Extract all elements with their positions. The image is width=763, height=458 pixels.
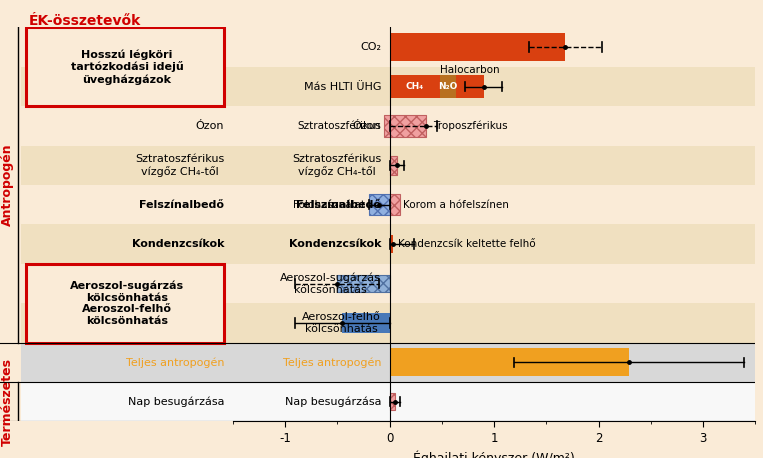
Text: CH₄: CH₄ [406, 82, 423, 91]
Text: ÉK-összetevők: ÉK-összetevők [29, 14, 141, 28]
Text: Nap besugárzása: Nap besugárzása [285, 397, 382, 407]
Text: Korom a hófelszínen: Korom a hófelszínen [403, 200, 509, 210]
Text: Felszínalbedő: Felszínalbedő [296, 200, 382, 210]
Text: Ózon: Ózon [196, 121, 224, 131]
Bar [343, 313, 390, 333]
Bar [233, 67, 755, 106]
Text: Teljes antropogén: Teljes antropogén [282, 357, 382, 367]
Bar [21, 382, 233, 421]
Bar [21, 27, 233, 67]
Bar [21, 67, 233, 106]
Bar [390, 235, 393, 253]
Bar [21, 146, 233, 185]
Bar [337, 275, 389, 292]
Bar [233, 146, 755, 185]
Text: CO₂: CO₂ [360, 42, 382, 52]
Bar [21, 303, 233, 343]
Text: Halocarbon: Halocarbon [440, 65, 500, 75]
Text: Kondenzcsíkok: Kondenzcsíkok [288, 239, 382, 249]
FancyBboxPatch shape [26, 27, 224, 106]
Bar [439, 75, 456, 98]
Bar [21, 343, 233, 382]
Text: Kondenzcsíkok: Kondenzcsíkok [132, 239, 224, 249]
Bar [233, 185, 755, 224]
Bar [21, 224, 233, 264]
Text: Természetes: Természetes [1, 358, 14, 446]
Text: Antropogén: Antropogén [1, 144, 14, 226]
Bar [233, 27, 755, 67]
Text: Földhasználat: Földhasználat [294, 200, 365, 210]
Bar [21, 185, 233, 224]
Text: Aeroszol-felhő
kölcsönhatás: Aeroszol-felhő kölcsönhatás [302, 312, 382, 334]
Bar [390, 33, 565, 61]
Bar [390, 348, 629, 376]
Bar [390, 393, 394, 410]
Text: Kondenzcsík keltette felhő: Kondenzcsík keltette felhő [398, 239, 536, 249]
Text: Nap besugárzása: Nap besugárzása [127, 397, 224, 407]
Bar [385, 114, 426, 137]
Bar [390, 156, 397, 175]
Bar [21, 264, 233, 303]
Bar [233, 343, 755, 382]
X-axis label: Éghajlati kényszer (W/m²): Éghajlati kényszer (W/m²) [414, 450, 575, 458]
Text: Teljes antropogén: Teljes antropogén [126, 357, 224, 367]
Bar [233, 106, 755, 146]
Text: N₂O: N₂O [439, 82, 458, 91]
Bar [21, 106, 233, 146]
Text: Sztratoszférikus
vízgőz CH₄-től: Sztratoszférikus vízgőz CH₄-től [292, 154, 382, 177]
Text: Aeroszol-sugárzás
kölcsönhatás
Aeroszol-felhő
kölcsönhatás: Aeroszol-sugárzás kölcsönhatás Aeroszol-… [70, 281, 184, 326]
Text: Felszínalbedő: Felszínalbedő [140, 200, 224, 210]
Bar [233, 224, 755, 264]
Text: Troposzférikus: Troposzférikus [433, 121, 508, 131]
Text: Hosszú légköri
tartózkodási idejű
üvegházgázok: Hosszú légköri tartózkodási idejű üveghá… [71, 49, 183, 85]
Text: Sztratoszférikus: Sztratoszférikus [298, 121, 382, 131]
Bar [233, 264, 755, 303]
Bar [390, 75, 439, 98]
Bar [369, 195, 390, 215]
Bar [233, 382, 755, 421]
Text: Más HLTI ÜHG: Más HLTI ÜHG [304, 82, 382, 92]
Bar [390, 195, 400, 215]
Bar [233, 303, 755, 343]
Text: Ózon: Ózon [353, 121, 382, 131]
FancyBboxPatch shape [26, 264, 224, 343]
Bar [456, 75, 484, 98]
Text: Aeroszol-sugárzás
kölcsönhatás: Aeroszol-sugárzás kölcsönhatás [280, 273, 382, 294]
Text: Sztratoszférikus
vízgőz CH₄-től: Sztratoszférikus vízgőz CH₄-től [135, 154, 224, 177]
